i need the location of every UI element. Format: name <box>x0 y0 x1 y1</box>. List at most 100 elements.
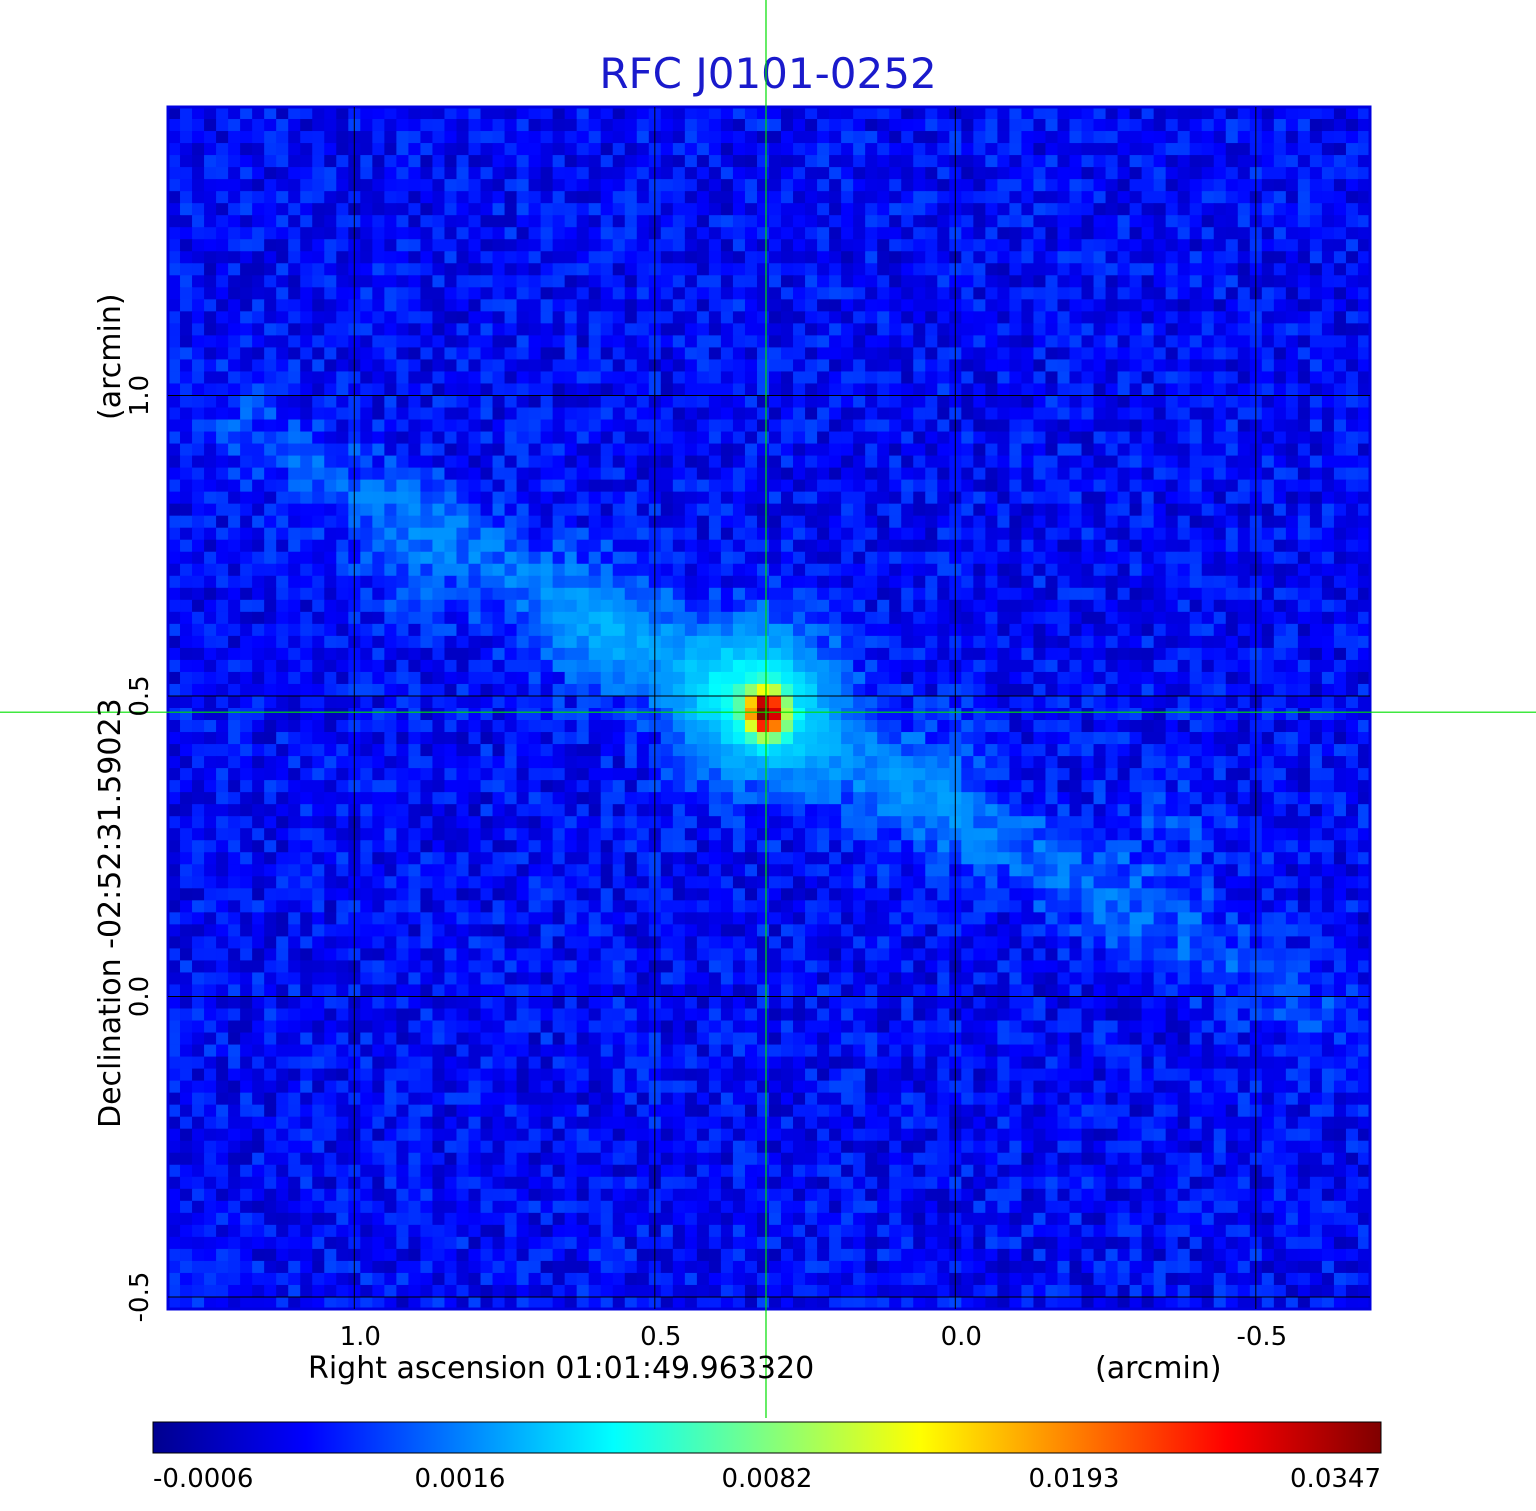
heatmap-cell <box>612 371 626 385</box>
heatmap-cell <box>1141 635 1155 649</box>
heatmap-cell <box>480 575 494 589</box>
heatmap-cell <box>973 515 986 529</box>
heatmap-cell <box>192 251 205 264</box>
heatmap-cell <box>781 371 794 385</box>
heatmap-cell <box>444 443 458 457</box>
heatmap-cell <box>1141 599 1155 613</box>
heatmap-cell <box>252 419 265 433</box>
heatmap-cell <box>552 311 566 324</box>
heatmap-cell <box>1009 143 1023 156</box>
heatmap-cell <box>264 107 277 120</box>
heatmap-cell <box>264 239 277 252</box>
heatmap-cell <box>336 119 349 132</box>
heatmap-cell <box>528 659 542 673</box>
heatmap-cell <box>985 299 998 312</box>
heatmap-cell <box>937 371 950 385</box>
heatmap-cell <box>1261 671 1275 685</box>
heatmap-cell <box>504 239 518 252</box>
heatmap-cell <box>396 167 409 180</box>
heatmap-cell <box>660 455 674 469</box>
heatmap-cell <box>1225 659 1239 673</box>
heatmap-cell <box>853 671 866 685</box>
heatmap-cell <box>1129 695 1143 709</box>
heatmap-cell <box>444 263 458 276</box>
heatmap-cell <box>408 143 422 156</box>
heatmap-cell <box>396 275 409 288</box>
heatmap-cell <box>504 443 518 457</box>
heatmap-cell <box>781 599 794 613</box>
heatmap-cell <box>985 431 998 445</box>
heatmap-cell <box>937 275 950 288</box>
heatmap-cell <box>1105 551 1119 565</box>
heatmap-cell <box>1189 335 1203 348</box>
heatmap-cell <box>853 395 866 409</box>
heatmap-cell <box>372 623 385 637</box>
heatmap-cell <box>288 503 301 517</box>
heatmap-cell <box>612 383 626 397</box>
heatmap-cell <box>444 335 458 348</box>
heatmap-cell <box>1165 515 1179 529</box>
heatmap-cell <box>708 611 722 625</box>
heatmap-cell <box>672 431 686 445</box>
heatmap-cell <box>1261 251 1275 264</box>
heatmap-cell <box>1141 311 1155 324</box>
heatmap-cell <box>1357 311 1370 324</box>
heatmap-cell <box>564 515 578 529</box>
heatmap-cell <box>324 563 337 577</box>
heatmap-cell <box>624 503 638 517</box>
heatmap-cell <box>372 323 385 336</box>
heatmap-cell <box>1093 395 1107 409</box>
heatmap-cell <box>841 407 854 421</box>
heatmap-cell <box>1141 419 1155 433</box>
heatmap-cell <box>901 395 914 409</box>
heatmap-cell <box>1045 287 1059 300</box>
heatmap-cell <box>228 431 241 445</box>
heatmap-cell <box>1201 695 1215 709</box>
heatmap-cell <box>756 215 770 228</box>
heatmap-cell <box>973 275 986 288</box>
heatmap-cell <box>985 275 998 288</box>
heatmap-cell <box>1009 623 1023 637</box>
heatmap-cell <box>769 359 782 373</box>
heatmap-cell <box>612 215 626 228</box>
heatmap-cell <box>360 467 373 481</box>
heatmap-cell <box>901 671 914 685</box>
heatmap-cell <box>432 443 446 457</box>
heatmap-cell <box>1093 203 1107 216</box>
heatmap-cell <box>1225 227 1239 240</box>
heatmap-cell <box>252 599 265 613</box>
heatmap-cell <box>1285 635 1299 649</box>
heatmap-cell <box>913 311 926 324</box>
heatmap-cell <box>865 347 878 361</box>
heatmap-cell <box>1081 491 1095 505</box>
heatmap-cell <box>1033 407 1047 421</box>
heatmap-cell <box>901 383 914 397</box>
heatmap-cell <box>1213 359 1227 373</box>
heatmap-cell <box>1297 419 1311 433</box>
heatmap-cell <box>1153 335 1167 348</box>
heatmap-cell <box>360 491 373 505</box>
heatmap-cell <box>1273 155 1287 168</box>
heatmap-cell <box>1225 431 1239 445</box>
heatmap-cell <box>288 419 301 433</box>
heatmap-cell <box>396 659 409 673</box>
heatmap-cell <box>1105 407 1119 421</box>
heatmap-cell <box>540 659 554 673</box>
heatmap-cell <box>444 683 458 697</box>
heatmap-cell <box>444 515 458 529</box>
heatmap-cell <box>1165 407 1179 421</box>
heatmap-cell <box>1081 431 1095 445</box>
heatmap-cell <box>300 671 313 685</box>
heatmap-cell <box>1177 131 1191 144</box>
heatmap-cell <box>204 659 217 673</box>
heatmap-cell <box>1105 131 1119 144</box>
heatmap-cell <box>240 503 253 517</box>
heatmap-cell <box>540 527 554 541</box>
heatmap-cell <box>1069 623 1083 637</box>
heatmap-cell <box>300 131 313 144</box>
heatmap-cell <box>829 155 842 168</box>
heatmap-cell <box>540 575 554 589</box>
heatmap-cell <box>1021 263 1035 276</box>
heatmap-cell <box>636 431 650 445</box>
heatmap-cell <box>684 371 698 385</box>
